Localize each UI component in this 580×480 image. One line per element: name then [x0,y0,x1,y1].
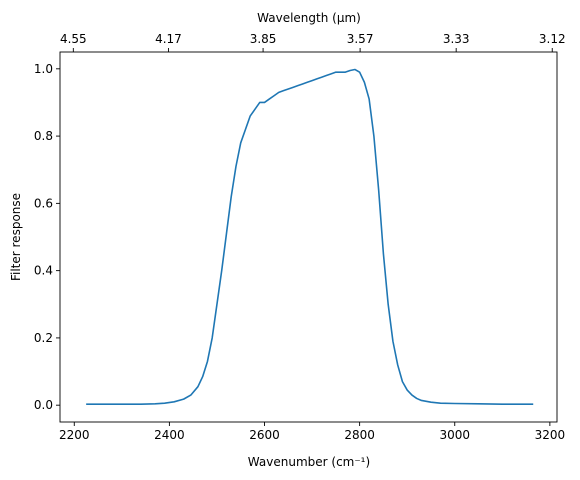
plot-frame [59,51,558,423]
top-tick-label: 3.12 [539,32,566,46]
x-axis-label: Wavenumber (cm⁻¹) [248,455,370,469]
y-tick-label: 0.2 [34,331,53,345]
series-line-0 [86,68,534,405]
top-tick-label: 3.85 [250,32,277,46]
x-tick-label: 3200 [535,428,566,442]
top-tick-label: 3.33 [443,32,470,46]
x-tick-label: 2800 [344,428,375,442]
top-tick-label: 4.17 [155,32,182,46]
top-x-axis-label: Wavelength (μm) [257,11,361,25]
axes: 2200 2400 2600 2800 3000 3200 0.0 0.2 0.4 0.6 0.8 1… [34,32,566,442]
y-tick-label: 0.8 [34,129,53,143]
y-tick-label: 0.6 [34,196,53,210]
plot-area [86,68,534,405]
y-tick-label: 0.4 [34,264,53,278]
y-tick-label: 0.0 [34,398,53,412]
top-tick-label: 3.57 [347,32,374,46]
y-tick-label: 1.0 [34,62,53,76]
x-tick-label: 3000 [439,428,470,442]
top-tick-label: 4.55 [60,32,87,46]
x-tick-label: 2200 [59,428,90,442]
y-axis-label: Filter response [9,193,23,281]
x-tick-label: 2400 [154,428,185,442]
x-tick-label: 2600 [249,428,280,442]
